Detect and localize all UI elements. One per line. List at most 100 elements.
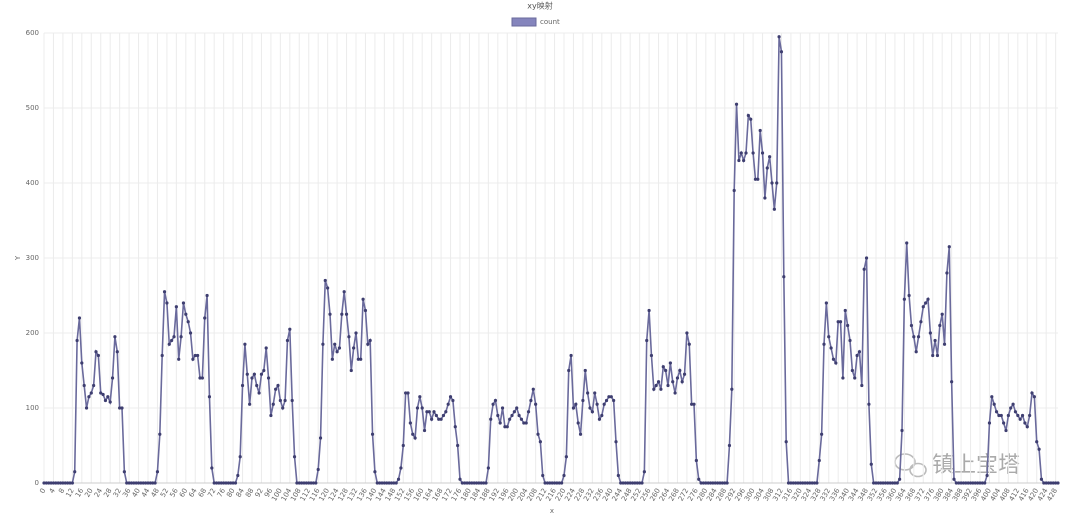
point [772,207,776,211]
point [616,473,620,478]
x-tick-label: 428 [1045,487,1059,503]
point [186,320,190,324]
point [118,406,122,410]
point [940,312,944,316]
point [252,372,256,376]
point [295,481,299,485]
point [359,357,363,361]
point [418,395,422,399]
point [853,376,857,380]
point [349,368,353,373]
point [550,481,554,485]
point [451,398,455,403]
point [711,481,715,485]
point [836,320,840,324]
point [538,440,542,444]
point [158,432,162,436]
point [678,368,682,373]
point [288,327,292,331]
x-tick-label: 80 [225,487,236,499]
point [947,245,951,249]
point [789,481,793,485]
point [692,402,696,406]
point [760,151,765,155]
point [172,335,176,339]
point [392,481,396,485]
point [649,353,654,358]
point [994,410,999,414]
point [165,301,169,305]
point [758,128,762,133]
point [337,346,342,350]
point [848,338,852,343]
point [737,158,741,163]
point [380,481,384,485]
point [555,481,559,485]
point [567,368,571,373]
point [344,312,349,316]
y-tick-label: 600 [26,29,39,37]
point [477,481,481,485]
point [229,481,233,485]
point [139,481,143,485]
point [444,410,448,414]
point [1025,425,1029,429]
point [1006,413,1010,418]
point [595,402,599,406]
point [794,481,798,485]
point [136,481,141,485]
point [992,402,996,406]
point [784,440,788,444]
point [990,395,994,399]
point [874,481,878,485]
point [723,481,727,485]
x-tick-label: 52 [159,487,170,499]
point [942,342,947,346]
point [954,481,958,485]
point [482,481,486,485]
point [238,455,242,459]
point [522,421,526,425]
point [283,398,287,403]
point [671,380,675,384]
point [248,402,252,406]
point [1018,417,1022,421]
point [151,481,155,485]
point [578,432,583,436]
point [463,481,467,485]
point [330,357,334,361]
point [552,481,557,485]
point [803,481,807,485]
point [66,481,70,485]
point [716,481,720,485]
point [1054,481,1058,485]
point [304,481,308,485]
point [300,481,304,485]
point [361,297,365,301]
point [510,413,514,418]
point [276,383,280,388]
point [1051,481,1055,485]
point [430,417,434,421]
point [968,481,973,485]
point [914,350,918,354]
point [472,481,476,485]
point [574,402,578,406]
x-tick-label: 48 [150,487,161,499]
point [177,357,181,361]
point [446,402,450,406]
point [103,398,108,403]
point [474,481,479,485]
point [895,481,899,485]
point [909,323,914,328]
point [508,417,512,421]
point [964,481,968,485]
point [997,413,1001,418]
point [526,410,531,414]
point [888,481,892,485]
point [668,361,672,365]
point [810,481,814,485]
point [732,188,736,193]
point [484,481,488,485]
x-tick-label: 0 [38,487,47,495]
